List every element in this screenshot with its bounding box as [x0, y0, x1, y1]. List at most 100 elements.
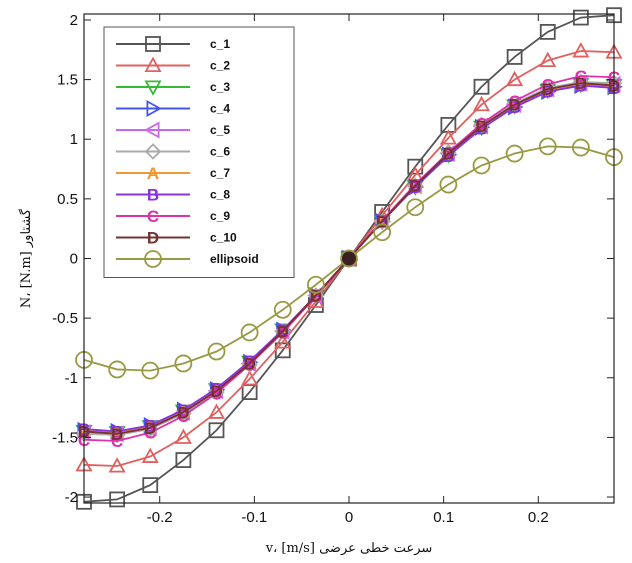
axis-ticks: -0.2 -0.1 0 0.1 0.2 -2 -1.5 -1 -0.5 0 0.5 1 1.5 2	[52, 12, 614, 526]
data-point: D	[210, 382, 222, 401]
data-point	[506, 49, 523, 65]
data-point	[439, 175, 458, 194]
data-point	[273, 322, 290, 340]
y-tick-label: -1.5	[52, 429, 78, 446]
legend-label: c_9	[210, 209, 230, 223]
x-tick-label: 0	[345, 509, 353, 526]
data-point	[273, 300, 292, 319]
legend-label: c_7	[210, 166, 230, 180]
data-point	[174, 428, 192, 444]
data-point	[207, 342, 226, 361]
data-point	[307, 287, 325, 304]
x-tick-label: 0.1	[433, 509, 454, 526]
data-point: D	[243, 354, 255, 373]
legend-label: c_5	[210, 123, 230, 137]
data-point	[473, 78, 490, 95]
legend-label: c_6	[210, 145, 230, 159]
data-point	[108, 457, 126, 473]
legend-label: c_1	[210, 37, 230, 51]
data-point	[439, 129, 457, 145]
y-tick-label: -2	[65, 489, 78, 506]
data-point	[108, 360, 127, 379]
data-point: C	[177, 407, 189, 426]
legend-marker	[146, 99, 162, 118]
data-point: D	[277, 322, 289, 341]
data-point	[307, 288, 325, 305]
series-layer: AAAAAAAAAAAAAAAAABBBBBBBBBBBBBBBBBCCCCCC…	[75, 7, 623, 510]
data-point	[240, 323, 259, 342]
legend-marker: B	[147, 186, 159, 205]
y-tick-label: 0.5	[57, 191, 78, 208]
legend-label: c_4	[210, 102, 230, 116]
legend-label: c_8	[210, 188, 230, 202]
data-point: B	[111, 422, 123, 441]
data-point	[472, 95, 491, 112]
legend-entry: c_2	[116, 56, 230, 73]
data-point: B	[177, 401, 189, 420]
legend-label: c_10	[210, 231, 237, 245]
data-point	[406, 177, 422, 195]
origin-overlap-point	[342, 251, 356, 266]
data-point	[175, 452, 192, 468]
data-point: D	[409, 177, 421, 196]
legend-entry: c_4	[116, 99, 230, 118]
legend-marker	[144, 80, 162, 96]
x-axis-title: سرعت خطی عرضی v، [m/s]	[265, 541, 433, 556]
data-point	[505, 144, 524, 163]
data-point: D	[376, 213, 388, 232]
data-point	[571, 138, 590, 157]
data-point	[572, 9, 589, 26]
data-point: D	[475, 117, 487, 136]
data-point: D	[575, 74, 587, 93]
data-point	[406, 198, 425, 217]
legend-label: ellipsoid	[210, 252, 259, 266]
legend-label: c_3	[210, 80, 230, 94]
y-tick-label: -0.5	[52, 310, 78, 327]
data-point: B	[575, 77, 587, 96]
legend-marker	[144, 250, 162, 268]
legend-marker: D	[147, 229, 159, 248]
data-point: C	[111, 432, 123, 451]
data-point	[141, 361, 160, 380]
data-point	[539, 23, 556, 40]
data-point	[142, 477, 159, 494]
legend-marker	[144, 143, 162, 160]
data-point	[539, 79, 557, 97]
data-point	[373, 213, 391, 230]
legend-entry: c_6	[116, 143, 230, 160]
y-axis-title: گشتاور N، [N.m]	[18, 208, 34, 308]
legend-marker: A	[147, 164, 159, 183]
data-point	[274, 322, 292, 340]
data-point	[141, 447, 159, 463]
legend-entry: c_3	[116, 80, 230, 96]
data-point: D	[310, 286, 322, 305]
y-tick-label: 2	[70, 12, 78, 29]
data-point	[274, 333, 292, 349]
data-point	[208, 422, 225, 439]
data-point	[373, 223, 392, 242]
data-point	[539, 51, 557, 68]
legend-entry: ellipsoid	[116, 250, 259, 268]
data-point	[241, 370, 259, 386]
y-tick-label: -1	[65, 370, 78, 387]
data-point	[572, 42, 590, 58]
x-tick-label: 0.2	[528, 509, 549, 526]
legend-marker	[144, 121, 160, 139]
data-point: D	[542, 80, 554, 99]
y-tick-label: 1	[70, 131, 78, 148]
legend-entry: c_5	[116, 121, 230, 139]
data-point	[572, 73, 590, 91]
data-point: D	[442, 145, 454, 164]
y-tick-label: 0	[70, 251, 78, 268]
x-tick-label: -0.2	[147, 509, 173, 526]
x-tick-label: -0.1	[241, 509, 267, 526]
data-point	[109, 491, 126, 508]
data-point	[241, 356, 258, 373]
